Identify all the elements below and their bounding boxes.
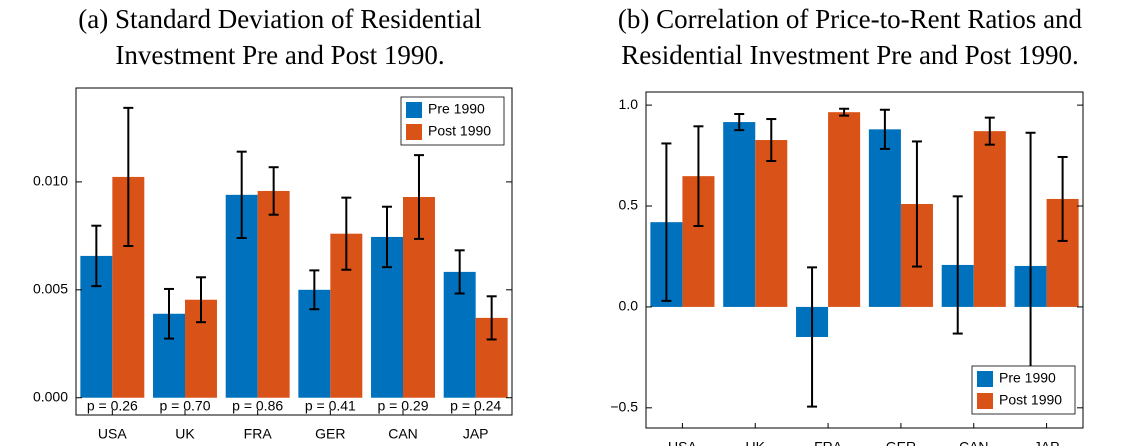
annotation-bg [297, 399, 364, 414]
x-tick-label: UK [746, 439, 766, 446]
x-tick-label: GER [886, 439, 916, 446]
error-bar [309, 269, 320, 311]
chart-title: (a) Standard Deviation of Residential [78, 4, 481, 34]
y-tick-label: 0.0 [619, 298, 639, 314]
bar [723, 122, 756, 307]
legend: Pre 1990 Post 1990 [971, 365, 1076, 415]
y-tick-label: 1.0 [619, 96, 639, 112]
plot-frame [645, 91, 1084, 429]
x-tick-label: FRA [244, 426, 273, 442]
x-tick-label: GER [315, 426, 345, 442]
bar [973, 131, 1006, 307]
x-tick-label: UK [175, 426, 195, 442]
error-bar [341, 196, 352, 271]
error-bar [268, 166, 279, 216]
error-bar [807, 266, 818, 408]
annotation: p = 0.70 [160, 398, 211, 414]
error-bar [952, 195, 963, 335]
x-tick-label: JAP [463, 426, 489, 442]
chart-title: (b) Correlation of Price-to-Rent Ratios … [618, 4, 1083, 34]
subplot: (a) Standard Deviation of Residential Inv… [33, 4, 513, 442]
y-tick-label: 0.5 [619, 197, 639, 213]
chart-title: Residential Investment Pre and Post 1990… [621, 40, 1078, 70]
annotation-bg [442, 399, 509, 414]
y-tick-label: 0.005 [33, 281, 68, 297]
error-bar [1057, 155, 1068, 242]
bar [257, 190, 290, 398]
error-bar [382, 205, 393, 269]
bar [868, 129, 901, 307]
error-bar [195, 276, 206, 324]
x-tick-label: USA [668, 439, 697, 446]
annotation: p = 0.29 [378, 398, 429, 414]
error-bar [879, 108, 890, 150]
error-bar [164, 287, 175, 340]
annotation: p = 0.41 [305, 398, 356, 414]
plot-area [650, 107, 1079, 408]
legend-swatch [977, 371, 993, 387]
legend-swatch [406, 124, 422, 140]
y-tick-label: 0.010 [33, 173, 68, 189]
legend-swatch [406, 102, 422, 118]
bar [828, 112, 861, 307]
x-tick-label: CAN [388, 426, 418, 442]
error-bar [984, 116, 995, 146]
error-bar [413, 154, 424, 240]
error-bar [661, 142, 672, 302]
plot-area [80, 106, 508, 398]
error-bar [486, 295, 497, 341]
x-tick-label: CAN [959, 439, 989, 446]
error-bar [236, 150, 247, 240]
error-bar [454, 249, 465, 295]
y-tick-label: −0.5 [610, 399, 638, 415]
x-tick-label: JAP [1034, 439, 1060, 446]
plot-frame [75, 87, 513, 416]
error-bar [693, 125, 704, 227]
annotation: p = 0.86 [232, 398, 283, 414]
chart-title: Investment Pre and Post 1990. [115, 40, 444, 70]
bar [755, 140, 788, 307]
error-bar [91, 224, 102, 288]
annotation: p = 0.24 [450, 398, 501, 414]
legend-swatch [977, 393, 993, 409]
subplot: (b) Correlation of Price-to-Rent Ratios … [610, 4, 1084, 446]
annotation-bg [152, 399, 218, 414]
annotation-bg [79, 399, 146, 414]
annotation: p = 0.26 [87, 398, 138, 414]
error-bar [734, 112, 745, 132]
error-bar [766, 118, 777, 163]
error-bar [123, 106, 134, 247]
y-tick-label: 0.000 [33, 388, 68, 404]
annotation-bg [370, 399, 436, 414]
legend-label: Post 1990 [999, 392, 1062, 408]
error-bar [839, 107, 850, 117]
x-tick-label: USA [98, 426, 127, 442]
legend-label: Post 1990 [428, 123, 491, 139]
legend: Pre 1990 Post 1990 [400, 96, 505, 146]
x-tick-label: FRA [814, 439, 843, 446]
error-bar [1025, 131, 1036, 401]
error-bar [911, 140, 922, 268]
annotation-bg [224, 399, 291, 414]
legend-label: Pre 1990 [999, 370, 1056, 386]
legend-label: Pre 1990 [428, 101, 485, 117]
